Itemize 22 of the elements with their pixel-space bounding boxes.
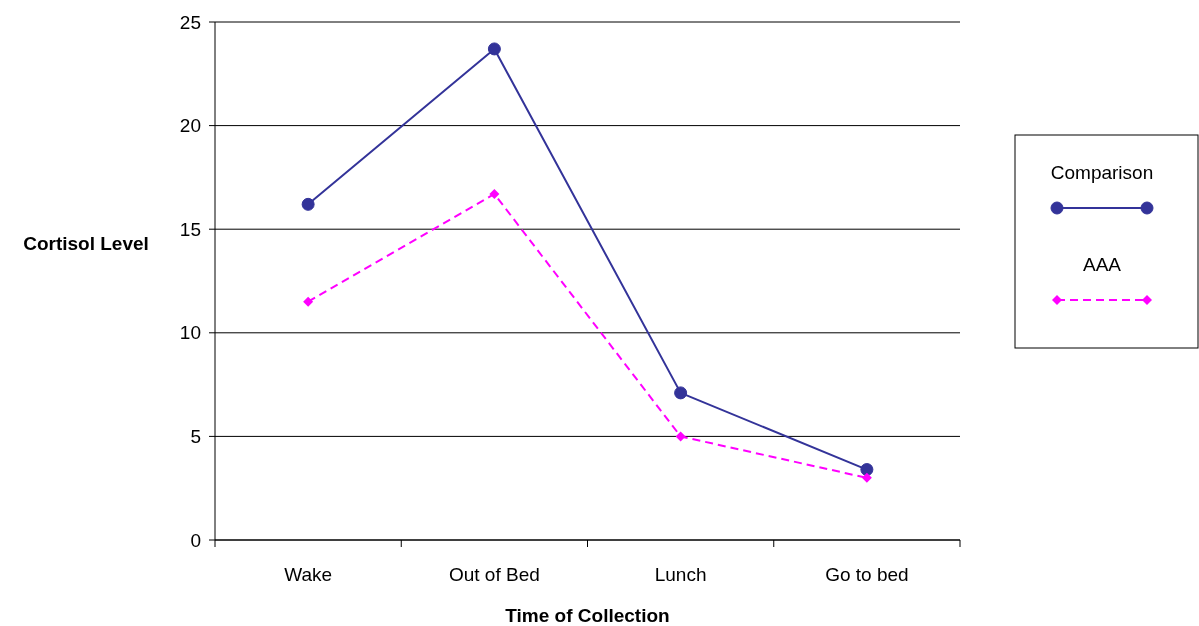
x-tick-label: Out of Bed bbox=[448, 564, 540, 585]
point bbox=[861, 472, 872, 483]
y-tick-label: 0 bbox=[190, 529, 201, 551]
point bbox=[301, 197, 315, 211]
y-tick-label: 20 bbox=[179, 115, 201, 137]
y-tick-label: 5 bbox=[190, 426, 201, 448]
y-axis-title: Cortisol Level bbox=[23, 233, 149, 254]
y-tick-label: 25 bbox=[179, 11, 201, 33]
y-tick-label: 10 bbox=[179, 322, 201, 344]
x-axis-title: Time of Collection bbox=[505, 605, 670, 626]
point bbox=[674, 386, 688, 400]
x-tick-label: Wake bbox=[284, 564, 333, 585]
point bbox=[675, 431, 686, 442]
point bbox=[489, 188, 500, 199]
x-tick-label: Lunch bbox=[654, 564, 707, 585]
point bbox=[487, 42, 501, 56]
text: AAA bbox=[1082, 253, 1122, 275]
point bbox=[303, 296, 314, 307]
text: Comparison bbox=[1050, 161, 1154, 183]
x-tick-label: Go to bed bbox=[825, 564, 909, 585]
point bbox=[860, 463, 874, 477]
y-tick-label: 15 bbox=[179, 218, 201, 240]
